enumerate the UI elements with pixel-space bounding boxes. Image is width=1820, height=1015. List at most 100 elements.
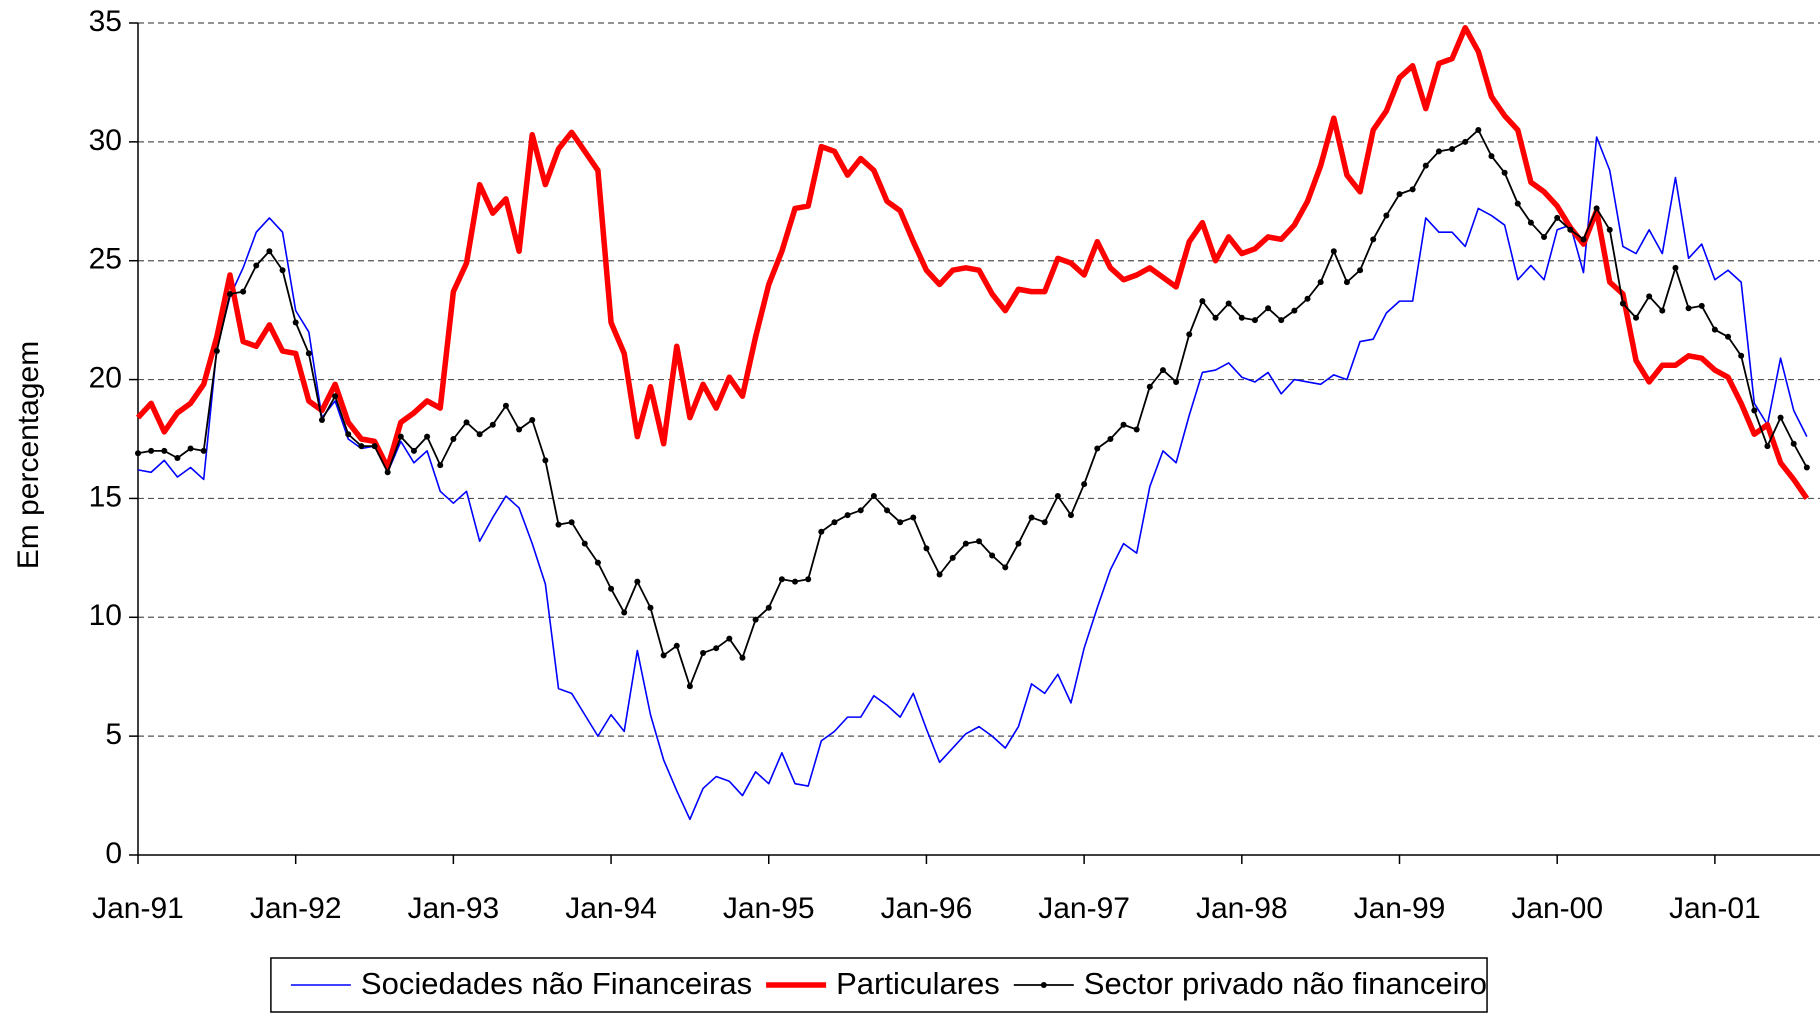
- point-marker: [1186, 331, 1193, 338]
- point-marker: [726, 635, 733, 642]
- y-tick-label: 15: [89, 480, 122, 513]
- point-marker: [279, 267, 286, 274]
- point-marker: [226, 290, 233, 297]
- point-marker: [765, 604, 772, 611]
- point-marker: [240, 288, 247, 295]
- point-marker: [581, 540, 588, 547]
- point-marker: [1751, 407, 1758, 414]
- point-marker: [187, 445, 194, 452]
- point-marker: [805, 576, 812, 583]
- point-marker: [542, 457, 549, 464]
- point-marker: [1527, 219, 1534, 226]
- point-marker: [1067, 512, 1074, 519]
- point-marker: [857, 507, 864, 514]
- x-tick-label: Jan-01: [1669, 892, 1761, 925]
- point-marker: [1212, 314, 1219, 321]
- y-tick-label: 0: [105, 837, 122, 870]
- point-marker: [1580, 236, 1587, 243]
- y-tick-label: 5: [105, 718, 122, 751]
- point-marker: [1383, 212, 1390, 219]
- point-marker: [923, 545, 930, 552]
- point-marker: [634, 578, 641, 585]
- point-marker: [1173, 378, 1180, 385]
- point-marker: [949, 554, 956, 561]
- point-marker: [1409, 186, 1416, 193]
- point-marker: [778, 576, 785, 583]
- point-marker: [700, 649, 707, 656]
- point-marker: [1291, 307, 1298, 314]
- point-marker: [1698, 302, 1705, 309]
- point-marker: [292, 319, 299, 326]
- point-marker: [1396, 191, 1403, 198]
- point-marker: [1711, 326, 1718, 333]
- point-marker: [1081, 481, 1088, 488]
- point-marker: [502, 402, 509, 409]
- point-marker: [555, 521, 562, 528]
- point-marker: [1475, 126, 1482, 133]
- point-marker: [1514, 200, 1521, 207]
- point-marker: [1764, 443, 1771, 450]
- series-line: [137, 129, 1808, 688]
- point-marker: [1633, 314, 1640, 321]
- point-marker: [1685, 305, 1692, 312]
- legend-label: Particulares: [836, 966, 1000, 1001]
- point-marker: [1357, 267, 1364, 274]
- point-marker: [568, 519, 575, 526]
- point-marker: [713, 645, 720, 652]
- point-marker: [1330, 248, 1337, 255]
- legend-label: Sector privado não financeiro: [1084, 966, 1487, 1001]
- point-marker: [1738, 352, 1745, 359]
- point-marker: [1435, 148, 1442, 155]
- point-marker: [884, 507, 891, 514]
- point-marker: [1725, 333, 1732, 340]
- x-tick-label: Jan-95: [723, 892, 815, 925]
- point-marker: [1265, 305, 1272, 312]
- point-marker: [1606, 226, 1613, 233]
- point-marker: [1159, 367, 1166, 374]
- point-marker: [660, 652, 667, 659]
- point-marker: [1002, 564, 1009, 571]
- point-marker: [148, 447, 155, 454]
- point-marker: [1054, 493, 1061, 500]
- point-marker: [135, 450, 141, 457]
- legend-marker: [1040, 982, 1047, 988]
- series-line: [137, 136, 1808, 821]
- point-marker: [962, 540, 969, 547]
- x-tick-label: Jan-93: [408, 892, 500, 925]
- point-marker: [1370, 236, 1377, 243]
- point-marker: [1488, 153, 1495, 160]
- point-marker: [686, 683, 693, 690]
- point-marker: [1225, 300, 1232, 307]
- point-marker: [476, 431, 483, 438]
- point-marker: [1462, 138, 1469, 145]
- point-marker: [437, 462, 444, 469]
- point-marker: [870, 493, 877, 500]
- series-line: [135, 25, 1810, 500]
- point-marker: [1238, 314, 1245, 321]
- legend: Sociedades não Financeiras Particulares Se…: [270, 957, 1488, 1013]
- point-marker: [463, 419, 470, 426]
- point-marker: [397, 433, 404, 440]
- y-tick-label: 20: [89, 361, 122, 394]
- point-marker: [371, 443, 378, 450]
- point-marker: [516, 426, 523, 433]
- point-marker: [384, 469, 391, 476]
- point-marker: [818, 528, 825, 535]
- point-marker: [1304, 295, 1311, 302]
- point-marker: [489, 421, 496, 428]
- point-marker: [910, 514, 917, 521]
- y-tick-label: 25: [89, 243, 122, 276]
- point-marker: [1343, 279, 1350, 286]
- x-tick-label: Jan-98: [1196, 892, 1288, 925]
- y-tick-label: 10: [89, 599, 122, 632]
- point-marker: [424, 433, 431, 440]
- x-tick-label: Jan-96: [881, 892, 973, 925]
- point-marker: [608, 585, 615, 592]
- point-marker: [752, 616, 759, 623]
- point-marker: [1659, 307, 1666, 314]
- point-marker: [673, 642, 680, 649]
- point-marker: [1554, 214, 1561, 221]
- point-marker: [1107, 436, 1114, 442]
- point-marker: [450, 436, 457, 442]
- x-tick-label: Jan-91: [92, 892, 184, 925]
